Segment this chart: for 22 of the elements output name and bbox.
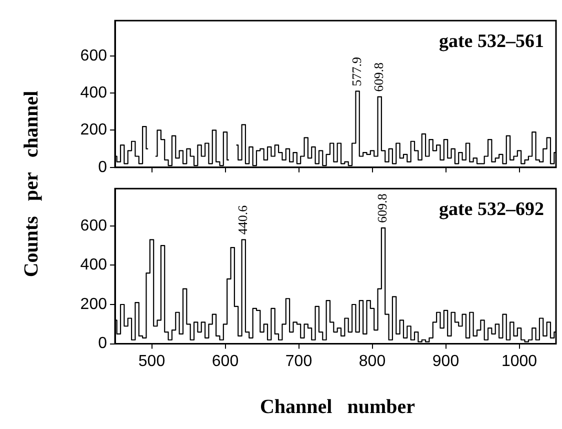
annotation: 440.6 [235, 204, 250, 235]
y-tick-label: 0 [98, 335, 108, 352]
y-tick-label: 200 [80, 122, 108, 139]
x-tick-label: 600 [212, 352, 239, 370]
y-tick-label: 600 [80, 47, 108, 64]
x-axis-title: Channel number [258, 396, 416, 419]
annotation: 609.8 [371, 62, 386, 92]
x-tick-label: 700 [285, 352, 312, 370]
y-axis-title: Counts per channel [20, 90, 44, 278]
x-tick-label: 900 [432, 352, 460, 370]
x-tick-label: 500 [138, 352, 166, 370]
annotation: 609.8 [374, 194, 390, 223]
annotation: 577.9 [348, 56, 364, 86]
y-tick-label: 0 [98, 158, 108, 176]
x-tick-label: 800 [358, 352, 386, 370]
x-tick-label: 1000 [501, 352, 538, 370]
annotation: gate 532–692 [438, 199, 544, 220]
annotation: gate 532–561 [438, 31, 544, 52]
y-tick-label: 200 [80, 296, 108, 313]
y-tick-label: 400 [80, 84, 108, 102]
y-tick-label: 400 [80, 256, 108, 274]
y-tick-label: 600 [80, 217, 108, 234]
